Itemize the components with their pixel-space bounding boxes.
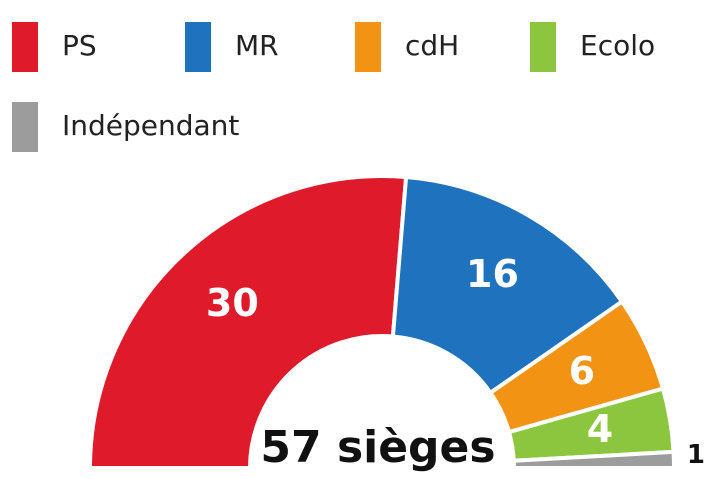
value-label: 6 (569, 349, 595, 393)
legend-swatch (185, 22, 211, 72)
value-label: 4 (587, 407, 613, 451)
center-label: 57 sièges (260, 422, 495, 473)
seat-segment (87, 174, 409, 470)
value-label: 1 (687, 440, 705, 470)
value-label: 30 (206, 281, 259, 325)
legend-swatch (12, 102, 38, 152)
seat-segment (511, 449, 677, 470)
legend-swatch (530, 22, 556, 72)
legend-label: PS (62, 29, 97, 62)
legend-label: Ecolo (580, 29, 655, 62)
seat-segment (390, 174, 625, 396)
legend-label: MR (235, 29, 279, 62)
legend-swatch (355, 22, 381, 72)
value-label: 16 (466, 252, 519, 296)
legend-swatch (12, 22, 38, 72)
legend-label: Indépendant (62, 109, 239, 142)
legend-label: cdH (405, 29, 459, 62)
